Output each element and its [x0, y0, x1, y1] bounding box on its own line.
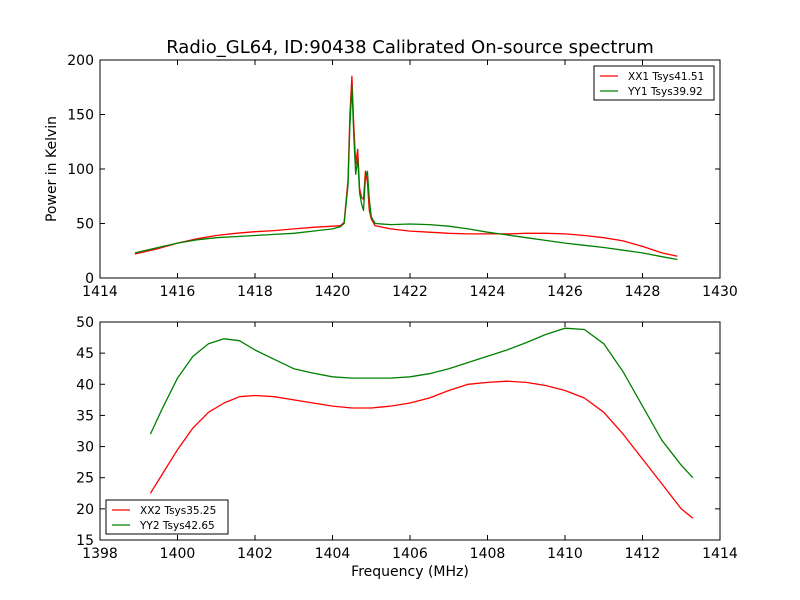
figure-title: Radio_GL64, ID:90438 Calibrated On-sourc… — [166, 37, 654, 58]
top-x-tick-label: 1418 — [237, 284, 273, 300]
top-y-tick-label: 150 — [67, 108, 94, 124]
bottom-series-line-1 — [149, 380, 694, 519]
bottom-y-tick-label: 25 — [76, 471, 94, 487]
top-x-tick-label: 1426 — [547, 284, 583, 300]
bottom-series-line-2 — [149, 327, 694, 479]
top-x-tick-label: 1422 — [392, 284, 428, 300]
bottom-y-tick-label: 20 — [76, 502, 94, 518]
bottom-y-tick-label: 30 — [76, 440, 94, 456]
top-y-tick-label: 100 — [67, 162, 94, 178]
bottom-x-tick-label: 1404 — [315, 546, 351, 562]
top-legend-label-1: XX1 Tsys41.51 — [628, 71, 704, 83]
bottom-y-tick-label: 15 — [76, 533, 94, 549]
bottom-x-tick-label: 1408 — [470, 546, 506, 562]
bottom-legend-label-1: XX2 Tsys35.25 — [140, 505, 216, 517]
bottom-x-tick-label: 1412 — [625, 546, 661, 562]
bottom-x-tick-label: 1398 — [82, 546, 118, 562]
bottom-x-tick-label: 1406 — [392, 546, 428, 562]
bottom-x-tick-label: 1402 — [237, 546, 273, 562]
bottom-y-tick-label: 45 — [76, 346, 94, 362]
bottom-x-tick-label: 1410 — [547, 546, 583, 562]
bottom-spectrum-panel: Frequency (MHz) 1398 1400 1402 1404 1406 1408… — [76, 315, 738, 580]
top-x-tick-label: 1416 — [160, 284, 196, 300]
top-x-tick-label: 1420 — [315, 284, 351, 300]
bottom-x-tick-label: 1414 — [702, 546, 738, 562]
bottom-legend: XX2 Tsys35.25 YY2 Tsys42.65 — [105, 499, 229, 535]
top-legend: XX1 Tsys41.51 YY1 Tsys39.92 — [593, 65, 715, 101]
top-series-line-2 — [134, 85, 678, 261]
bottom-y-tick-label: 40 — [76, 377, 94, 393]
top-y-axis-label: Power in Kelvin — [44, 116, 60, 222]
top-x-tick-label: 1424 — [470, 284, 506, 300]
bottom-y-tick-label: 35 — [76, 408, 94, 424]
top-x-tick-label: 1414 — [82, 284, 118, 300]
top-legend-label-2: YY1 Tsys39.92 — [627, 86, 703, 98]
top-x-tick-label: 1430 — [702, 284, 738, 300]
top-spectrum-panel: Power in Kelvin 1414 1416 1418 1420 1422 1424… — [44, 53, 738, 300]
bottom-y-tick-label: 50 — [76, 315, 94, 331]
top-legend-box — [593, 65, 715, 101]
top-y-tick-label: 50 — [76, 217, 94, 233]
bottom-x-tick-label: 1400 — [160, 546, 196, 562]
bottom-legend-box — [105, 499, 229, 535]
bottom-legend-label-2: YY2 Tsys42.65 — [139, 520, 215, 532]
top-x-tick-label: 1428 — [625, 284, 661, 300]
top-y-tick-label: 0 — [85, 271, 94, 287]
bottom-x-axis-label: Frequency (MHz) — [351, 564, 469, 580]
top-y-tick-label: 200 — [67, 53, 94, 69]
